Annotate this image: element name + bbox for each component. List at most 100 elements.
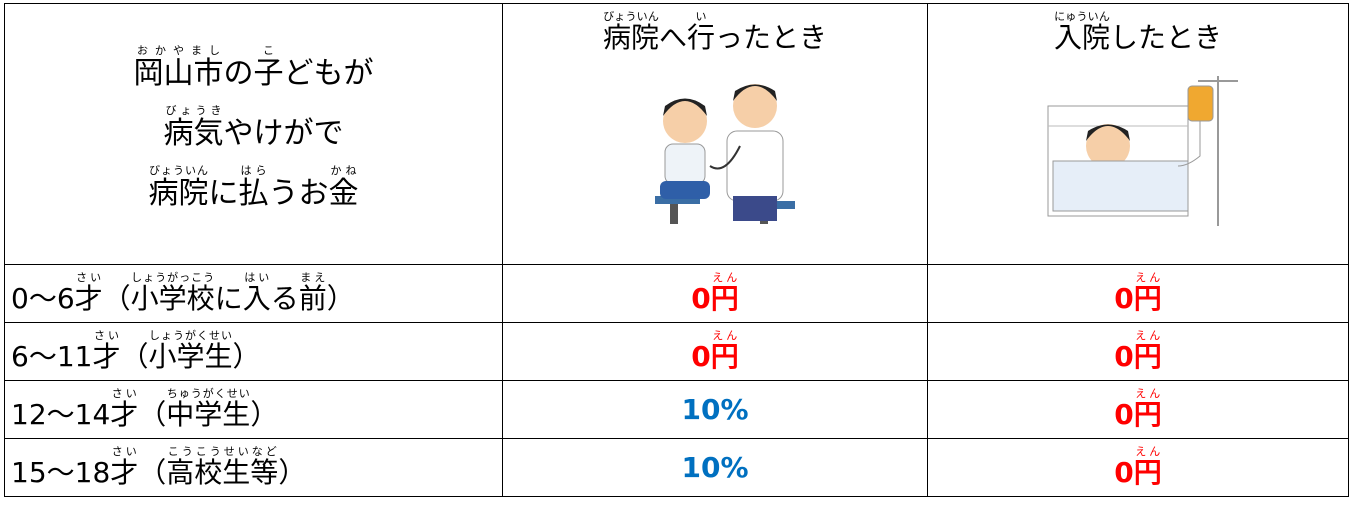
furigana: しょうがっこう (130, 270, 215, 284)
ruby-text: 子こ (253, 44, 284, 91)
value-cell: 0円えん (927, 322, 1349, 381)
hospital-illustration (1047, 76, 1238, 226)
text: 前 (298, 281, 327, 315)
text: 0 (1114, 281, 1134, 315)
ruby-text: 小学生しょうがくせい (148, 329, 232, 373)
table-row: 12～14才さい（中学生ちゅうがくせい） 10% 0円えん (4, 380, 1349, 439)
ruby-text: 高校生等こうこうせいなど (166, 445, 278, 489)
furigana: かね (328, 164, 359, 177)
text: 円 (1133, 281, 1162, 315)
row-label: 0～6才さい（小学校しょうがっこうに入はいる前まえ） (4, 264, 503, 323)
text: 病院 (602, 21, 659, 54)
text: 行 (687, 21, 716, 54)
furigana: まえ (298, 270, 327, 284)
text: 岡山市 (133, 56, 224, 91)
text: （ (138, 455, 167, 489)
text: 円 (1133, 397, 1162, 431)
text: に (214, 281, 243, 315)
text: 円 (1133, 339, 1162, 373)
header-text: 病院びょういんへ行いったとき (509, 10, 921, 56)
furigana: えん (1133, 270, 1162, 284)
text: ） (278, 455, 307, 489)
text: る (270, 281, 299, 315)
table-row: 0～6才さい（小学校しょうがっこうに入はいる前まえ） 0円えん 0円えん (4, 264, 1349, 323)
header-line: 病気びょうきやけがで (11, 104, 496, 164)
ruby-text: 払はら (238, 164, 269, 211)
furigana: ちゅうがくせい (166, 386, 251, 400)
text: （ (102, 281, 131, 315)
text: 才 (110, 455, 139, 489)
furigana: えん (710, 328, 739, 342)
ruby-text: 才さい (92, 329, 121, 373)
furigana: さい (110, 386, 139, 400)
ruby-text: 円えん (1133, 329, 1162, 373)
text: 病気 (163, 116, 224, 151)
furigana: さい (110, 444, 139, 458)
text: 円 (710, 281, 739, 315)
furigana: はら (238, 164, 269, 177)
text: 病院 (148, 176, 209, 211)
row-label: 12～14才さい（中学生ちゅうがくせい） (4, 380, 503, 439)
text: 0 (1114, 339, 1134, 373)
text: に (208, 176, 239, 211)
value-cell: 0円えん (927, 380, 1349, 439)
furigana: にゅういん (1053, 10, 1110, 23)
furigana: い (687, 10, 715, 23)
header-cell: 病院びょういんへ行いったとき (502, 3, 928, 265)
row-label: 15～18才さい（高校生等こうこうせいなど） (4, 438, 503, 497)
furigana: こ (253, 44, 284, 57)
value-cell: 10% (502, 438, 928, 497)
ruby-text: 前まえ (298, 271, 327, 315)
ruby-text: 中学生ちゅうがくせい (166, 387, 250, 431)
text: 15～18 (11, 455, 111, 489)
ruby-text: 病気びょうき (163, 104, 224, 151)
text: 才 (92, 339, 121, 373)
ruby-text: 円えん (1133, 445, 1162, 489)
text: やけがで (223, 116, 344, 151)
text: どもが (283, 56, 374, 91)
ruby-text: 入院にゅういん (1053, 10, 1110, 54)
text: 才 (110, 397, 139, 431)
doctor-illustration (655, 84, 795, 224)
text: 10% (681, 451, 749, 484)
text: 0～6 (11, 281, 75, 315)
table-row: 15～18才さい（高校生等こうこうせいなど） 10% 0円えん (4, 438, 1349, 497)
table-row: 6～11才さい（小学生しょうがくせい） 0円えん 0円えん (4, 322, 1349, 381)
text: 金 (328, 176, 359, 211)
ruby-text: 病院びょういん (148, 164, 209, 211)
text: 0 (691, 281, 711, 315)
header-row: 岡山市おかやましの子こどもが 病気びょうきやけがで 病院びょういんに払はらうお金かね… (4, 3, 1349, 265)
ruby-text: 円えん (710, 329, 739, 373)
text: ） (250, 397, 279, 431)
text: 円 (1133, 455, 1162, 489)
ruby-text: 才さい (74, 271, 103, 315)
ruby-text: 金かね (328, 164, 359, 211)
text: したとき (1110, 21, 1223, 54)
header-cell: 入院にゅういんしたとき (927, 3, 1349, 265)
text: へ (658, 21, 687, 54)
text: 入院 (1053, 21, 1110, 54)
text: ） (232, 339, 261, 373)
text: 円 (710, 339, 739, 373)
value-cell: 10% (502, 380, 928, 439)
ruby-text: 入はい (243, 271, 271, 315)
text: ） (326, 281, 355, 315)
text: （ (120, 339, 149, 373)
value-cell: 0円えん (502, 264, 928, 323)
furigana: しょうがくせい (148, 328, 233, 342)
furigana: さい (92, 328, 121, 342)
ruby-text: 行い (687, 10, 716, 54)
ruby-text: 才さい (110, 387, 139, 431)
text: 才 (74, 281, 103, 315)
furigana: えん (710, 270, 739, 284)
text: 子 (253, 56, 284, 91)
text: 払 (238, 176, 269, 211)
text: 0 (691, 339, 711, 373)
header-line: 岡山市おかやましの子こどもが (11, 44, 496, 104)
header-line: 病院びょういんに払はらうお金かね (11, 164, 496, 224)
ruby-text: 小学校しょうがっこう (131, 271, 215, 315)
text: 0 (1114, 397, 1134, 431)
furigana: えん (1133, 328, 1162, 342)
text: 6～11 (11, 339, 93, 373)
ruby-text: 才さい (110, 445, 139, 489)
